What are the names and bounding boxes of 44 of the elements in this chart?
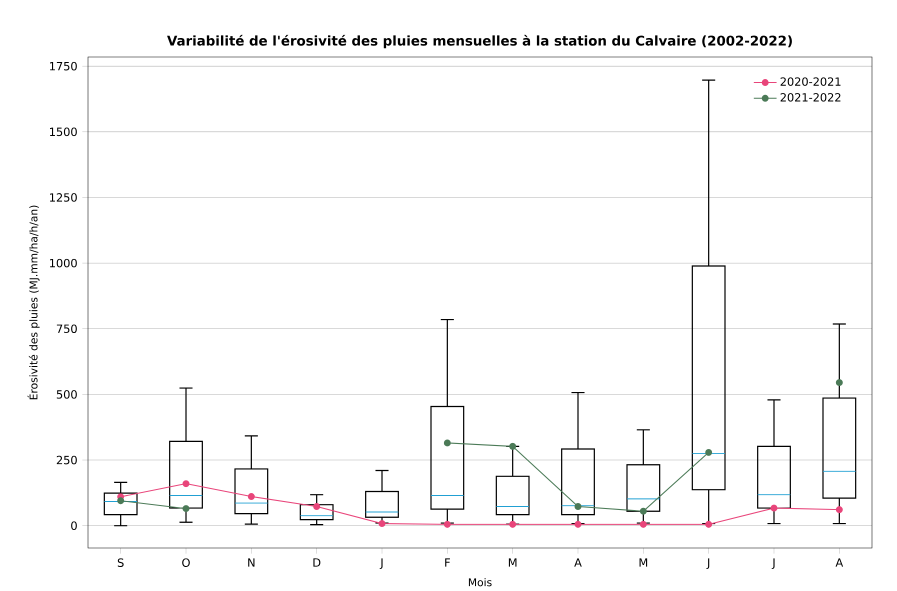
point xyxy=(574,520,582,528)
legend-label: 2021-2022 xyxy=(780,93,840,102)
y-tick-label: 1250 xyxy=(50,193,77,202)
point xyxy=(182,505,190,512)
chart-title: Variabilité de l'érosivité des pluies mensuelles à la station du Calvaire (2002-2022) xyxy=(167,34,792,48)
x-tick-label: N xyxy=(248,558,254,567)
x-tick-label: S xyxy=(118,558,124,567)
point xyxy=(444,439,451,446)
x-tick-label: A xyxy=(836,558,844,567)
x-tick-label: J xyxy=(772,558,775,569)
x-tick-label: D xyxy=(313,558,320,567)
point xyxy=(117,497,124,504)
point xyxy=(705,520,712,528)
point xyxy=(313,503,320,510)
point xyxy=(574,503,582,510)
point xyxy=(836,379,843,386)
point xyxy=(509,442,516,450)
y-tick-label: 500 xyxy=(56,390,77,399)
point xyxy=(248,493,255,500)
y-tick-label: 1750 xyxy=(50,62,77,70)
x-tick-label: J xyxy=(706,558,710,569)
x-tick-label: M xyxy=(640,558,648,567)
point xyxy=(705,448,712,456)
x-tick-label: A xyxy=(574,558,582,567)
y-tick-label: 750 xyxy=(56,324,77,334)
y-tick-label: 250 xyxy=(56,456,77,464)
x-axis-title: Mois xyxy=(468,578,492,586)
x-tick-label: J xyxy=(380,558,383,569)
point xyxy=(378,520,386,528)
x-tick-label: M xyxy=(508,558,516,567)
point xyxy=(509,520,516,528)
point xyxy=(182,480,190,488)
y-tick-label: 1000 xyxy=(50,258,77,268)
y-tick-label: 1500 xyxy=(50,128,77,136)
point xyxy=(640,520,647,528)
y-axis-title: Érosivité des pluies (MJ.mm/ha/h/an) xyxy=(28,206,40,400)
point xyxy=(640,508,647,515)
x-tick-label: O xyxy=(182,558,190,567)
y-tick-label: 0 xyxy=(71,521,77,530)
point xyxy=(836,506,843,514)
point xyxy=(770,504,778,512)
legend-label: 2020-2021 xyxy=(780,77,840,86)
x-tick-label: F xyxy=(445,558,450,567)
point xyxy=(444,520,451,528)
